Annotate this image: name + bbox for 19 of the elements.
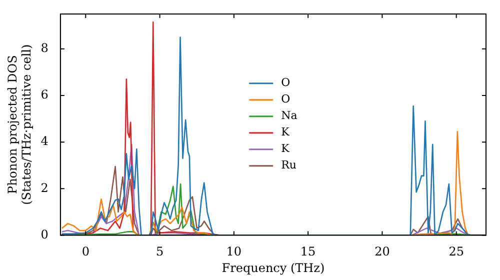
x-axis-title: Frequency (THz) [222,260,325,275]
legend-label: Na [281,109,298,122]
y-tick-label: 8 [40,41,48,56]
x-tick-label: 25 [448,244,464,259]
legend-label: Ru [281,158,296,172]
y-tick-label: 4 [40,134,49,148]
y-tick-label: 2 [40,180,48,195]
x-tick-label: 5 [156,244,164,259]
x-tick-label: 10 [226,244,242,259]
x-tick-label: 20 [374,244,390,259]
legend-label: O [281,76,290,90]
legend-label: K [281,126,290,139]
x-tick-label: 15 [300,244,316,259]
y-tick-label: 6 [40,88,48,102]
legend-label: K [281,142,290,156]
x-tick-label: 0 [82,244,90,259]
y-tick-label: 0 [40,227,48,242]
legend-label: O [281,92,290,106]
y-axis-title: Phonon projected DOS (States/THz·primitive cell) [5,44,34,205]
